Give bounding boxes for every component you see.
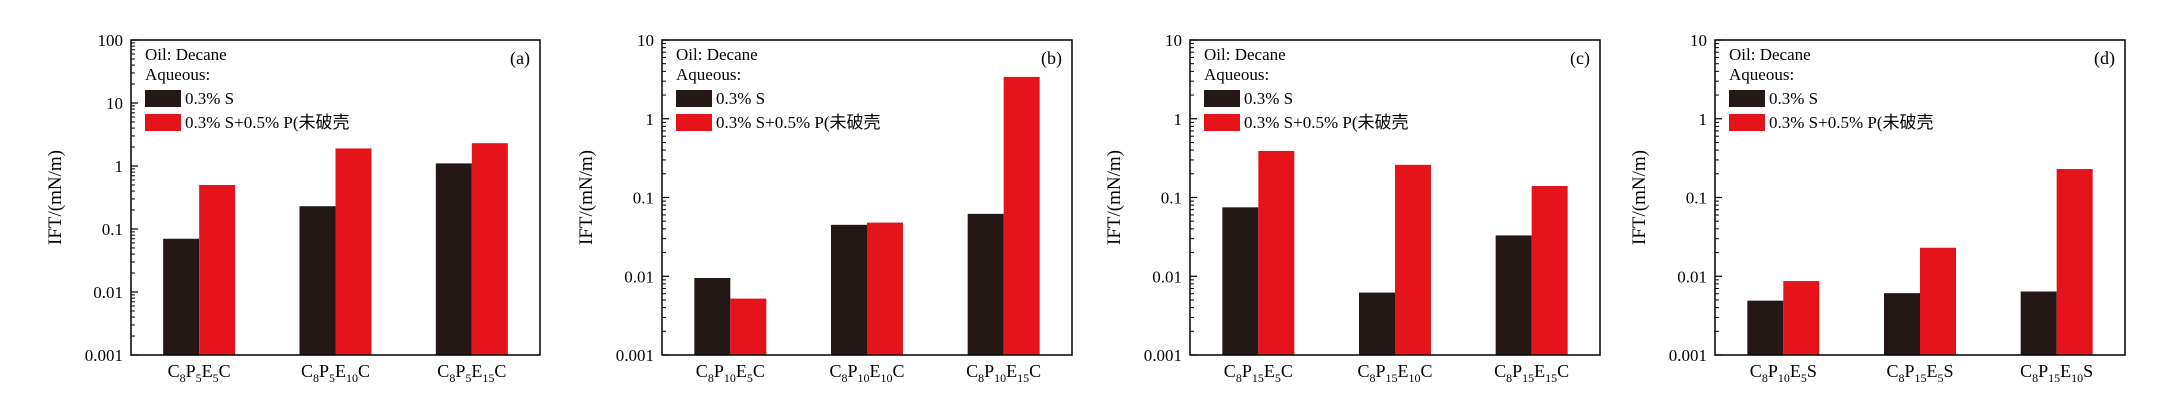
bar [1359,292,1395,355]
legend-text: Oil: Decane [1204,45,1286,64]
y-tick-label: 0.1 [102,220,123,239]
y-axis-label: IFT/(mN/m) [576,150,597,245]
chart-panel: 0.001 0.01 0.1 1 10 IFT/(mN/m) C8P15E5C C8P15E1… [1104,31,1601,385]
legend-text: Aqueous: [145,65,210,84]
x-tick-label: C8P10E5S [1750,361,1817,385]
y-axis-label: IFT/(mN/m) [45,150,66,245]
y-tick-label: 1 [1699,110,1708,129]
plot-frame [130,39,541,356]
x-tick-label: C8P5E10C [301,361,370,385]
chart-panel: 0.001 0.01 0.1 1 10 IFT/(mN/m) C8P10E5S C8P15E5… [1629,31,2126,385]
bar [299,206,336,355]
y-tick-label: 100 [98,31,124,50]
y-tick-label: 0.01 [624,267,654,286]
y-tick-label: 10 [1690,31,1707,50]
x-tick-label: C8P15E10S [2020,361,2093,385]
bar [1783,281,1820,355]
bar [435,163,472,355]
y-axis-label: IFT/(mN/m) [1104,150,1125,245]
bar [1920,247,1956,355]
bar [1003,76,1040,356]
legend-text: Aqueous: [1729,65,1794,84]
bar [163,238,200,355]
legend-swatch [676,114,712,131]
y-tick-label: 10 [1165,31,1182,50]
bar [1258,150,1295,355]
legend-swatch [1204,114,1240,131]
x-tick-label: C8P10E5C [696,361,765,385]
bar [471,143,508,355]
legend-text: Aqueous: [676,65,741,84]
y-tick-label: 1 [1174,110,1183,129]
bar [1222,207,1259,355]
legend-swatch [676,90,712,107]
x-tick-label: C8P15E10C [1357,361,1432,385]
bar [1531,185,1568,355]
y-tick-label: 1 [115,157,124,176]
legend-label: 0.3% S [716,89,765,108]
bar [2056,169,2093,355]
legend-label: 0.3% S+0.5% P(未破壳 [1244,113,1408,132]
legend-label: 0.3% S [1769,89,1818,108]
y-tick-label: 0.001 [616,346,654,365]
legend-swatch [1729,114,1765,131]
bar [335,148,372,355]
y-tick-label: 10 [637,31,654,50]
y-tick-label: 0.1 [1686,189,1707,208]
bar [730,298,767,355]
panel-label: (a) [510,48,530,69]
panel-label: (b) [1041,48,1062,69]
bar [867,222,903,355]
y-tick-label: 0.1 [633,189,654,208]
y-tick-label: 0.001 [85,346,123,365]
legend-text: Oil: Decane [676,45,758,64]
x-tick-label: C8P10E15C [966,361,1041,385]
bar [1747,300,1784,355]
y-tick-label: 0.01 [1677,267,1707,286]
y-tick-label: 0.01 [93,283,123,302]
bar [1495,235,1532,355]
y-tick-label: 10 [106,94,123,113]
x-tick-label: C8P15E15C [1494,361,1569,385]
legend-swatch [145,114,181,131]
panel-label: (d) [2094,48,2115,69]
legend-swatch [145,90,181,107]
legend-text: Oil: Decane [1729,45,1811,64]
panel-label: (c) [1570,48,1590,69]
legend-swatch [1204,90,1240,107]
y-tick-label: 0.1 [1161,189,1182,208]
legend-text: Aqueous: [1204,65,1269,84]
legend-swatch [1729,90,1765,107]
y-tick-label: 0.001 [1669,346,1707,365]
bar [967,213,1004,355]
y-tick-label: 0.001 [1144,346,1182,365]
bar [199,184,236,355]
bar [1884,293,1920,355]
chart-panel: 0.001 0.01 0.1 1 10 IFT/(mN/m) C8P10E5C C8P10E1… [576,31,1073,385]
chart-panel: 0.001 0.01 0.1 1 10 100 IFT/(mN/m) C8P5E5C C8P5E… [45,31,541,385]
legend-text: Oil: Decane [145,45,227,64]
legend-label: 0.3% S [185,89,234,108]
bar [1395,164,1431,355]
x-tick-label: C8P5E15C [437,361,506,385]
y-axis-label: IFT/(mN/m) [1629,150,1650,245]
y-tick-label: 1 [646,110,655,129]
x-tick-label: C8P15E5S [1886,361,1953,385]
x-tick-label: C8P5E5C [168,361,231,385]
x-tick-label: C8P10E10C [829,361,904,385]
legend-label: 0.3% S+0.5% P(未破壳 [716,113,880,132]
bar [831,224,867,355]
x-tick-label: C8P15E5C [1224,361,1293,385]
legend-label: 0.3% S+0.5% P(未破壳 [1769,113,1933,132]
legend-label: 0.3% S+0.5% P(未破壳 [185,113,349,132]
bar [694,278,731,355]
legend-label: 0.3% S [1244,89,1293,108]
y-tick-label: 0.01 [1152,267,1182,286]
bar [2020,291,2057,355]
